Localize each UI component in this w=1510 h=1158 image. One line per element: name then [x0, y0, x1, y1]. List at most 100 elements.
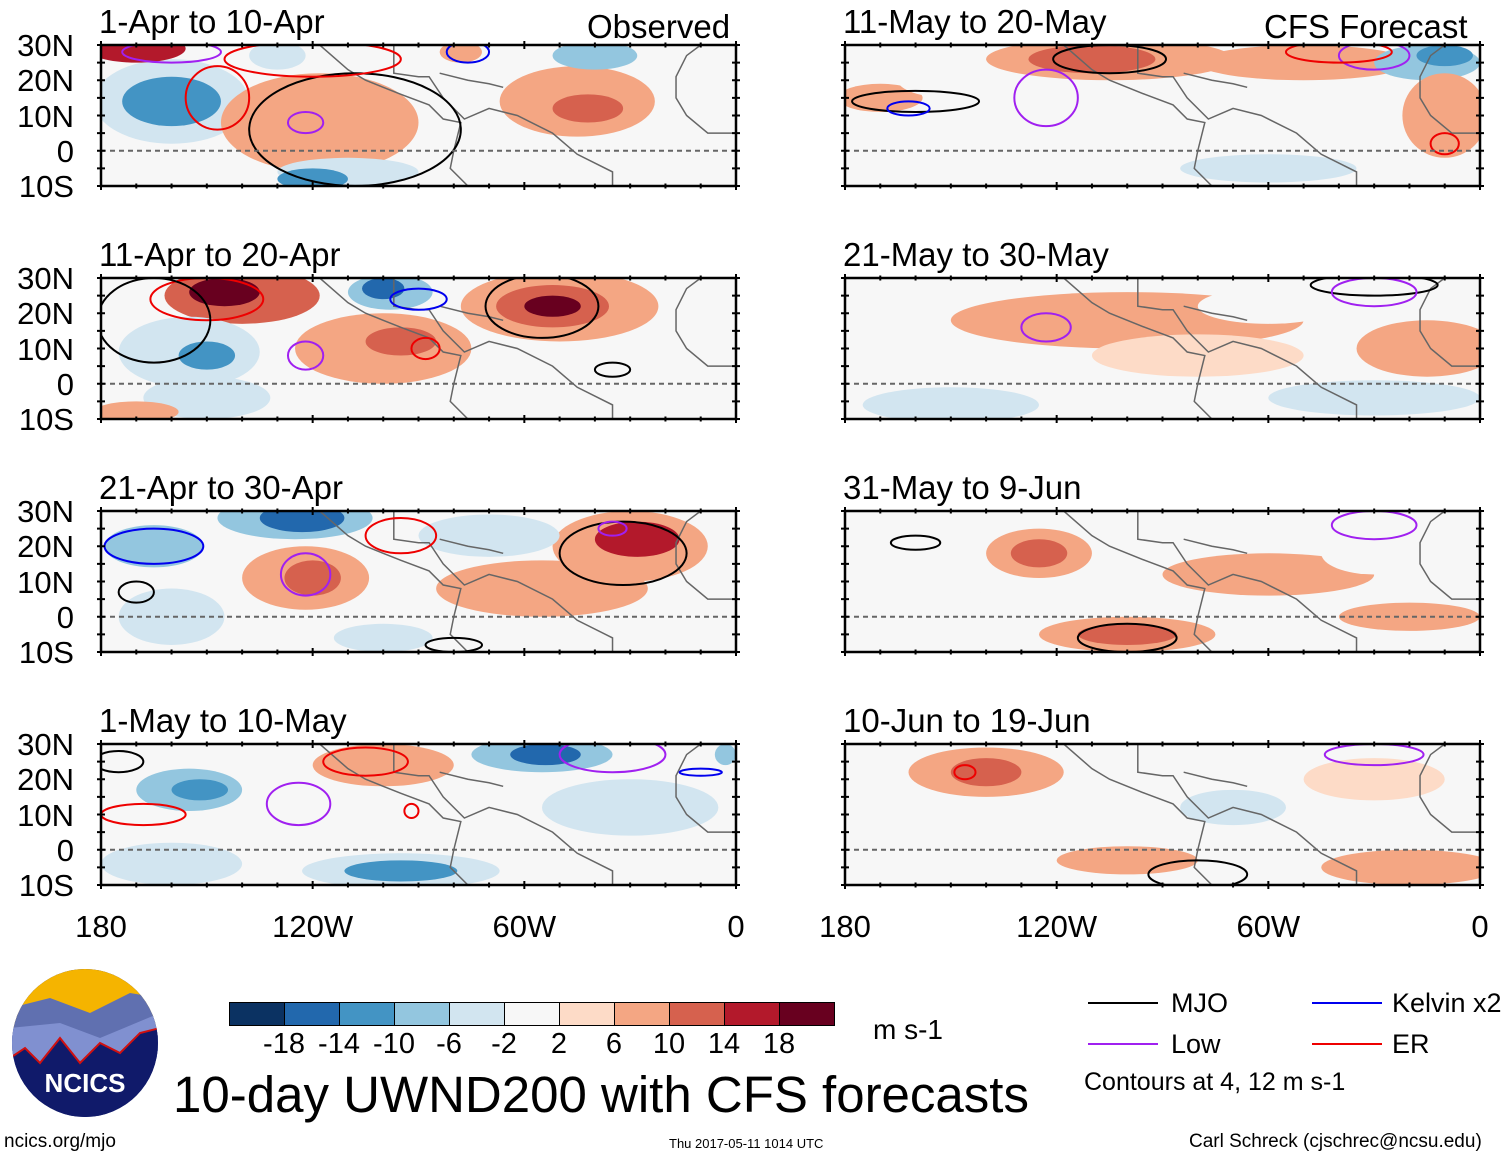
- forecast-header: CFS Forecast: [1264, 8, 1468, 45]
- anomaly-region: [950, 758, 1022, 787]
- coastline: [1137, 744, 1358, 885]
- units-label: m s-1: [873, 1014, 943, 1045]
- anomaly-region: [436, 560, 648, 617]
- anomaly-region: [249, 45, 306, 70]
- anomaly-region: [171, 779, 228, 801]
- observed-header: Observed: [587, 8, 731, 45]
- contour-mjo: [248, 72, 462, 186]
- contour-er: [1429, 132, 1460, 156]
- coastline: [1137, 511, 1358, 652]
- legend-kelvin: Kelvin x2: [1392, 988, 1502, 1018]
- ncics-logo: NCICS: [12, 969, 158, 1117]
- coastline: [439, 771, 504, 788]
- contour-note: Contours at 4, 12 m s-1: [1084, 1068, 1346, 1096]
- contour-kelvin: [678, 767, 723, 777]
- colorbar-label: -18: [263, 1028, 305, 1060]
- contour-er: [1284, 45, 1393, 64]
- colorbar-swatch: [724, 1002, 780, 1026]
- anomaly-region: [1303, 758, 1445, 801]
- y-tick-label: 0: [56, 133, 74, 169]
- coastline: [1419, 511, 1480, 600]
- x-tick-label: 0: [1471, 909, 1489, 944]
- panel-title: 21-Apr to 30-Apr: [99, 469, 343, 506]
- contour-low: [286, 340, 325, 371]
- anomaly-region: [1338, 602, 1480, 631]
- contour-er: [322, 746, 409, 777]
- legend-kelvin-line: [1312, 1002, 1382, 1004]
- contour-kelvin: [389, 287, 448, 311]
- panel-title: 10-Jun to 19-Jun: [843, 702, 1091, 739]
- colorbar-swatch: [339, 1002, 395, 1026]
- map-panel: [97, 740, 740, 889]
- colorbar-swatch: [669, 1002, 725, 1026]
- anomaly-region: [344, 860, 458, 882]
- contour-mjo: [1076, 622, 1178, 652]
- colorbar-label: 10: [652, 1028, 686, 1060]
- anomaly-region: [552, 94, 624, 123]
- contour-mjo: [558, 520, 688, 587]
- y-tick-label: 20N: [17, 63, 74, 99]
- anomaly-region: [1402, 73, 1480, 158]
- coastline: [1183, 305, 1248, 322]
- panel-title: 11-May to 20-May: [843, 3, 1107, 40]
- colorbar-label: 18: [762, 1028, 796, 1060]
- colorbar-label: 6: [605, 1028, 623, 1060]
- legend-er-line: [1312, 1043, 1382, 1045]
- contour-mjo: [1052, 45, 1168, 75]
- coastline: [1137, 278, 1358, 419]
- anomaly-region: [552, 45, 638, 70]
- contour-mjo: [1309, 278, 1439, 297]
- anomaly-region: [220, 73, 419, 172]
- map-panel: [97, 507, 740, 656]
- anomaly-region: [594, 521, 680, 557]
- anomaly-region: [104, 525, 204, 568]
- colorbar-label: -2: [491, 1028, 517, 1060]
- colorbar-label: 14: [707, 1028, 741, 1060]
- anomaly-region: [418, 514, 560, 557]
- source-url[interactable]: ncics.org/mjo: [4, 1131, 116, 1152]
- legend-er: ER: [1392, 1029, 1430, 1059]
- map-panel: [97, 274, 740, 423]
- contour-mjo: [117, 580, 155, 604]
- anomaly-region: [1162, 553, 1375, 596]
- x-tick-label: 180: [75, 909, 127, 944]
- author-credit: Carl Schreck (cjschrec@ncsu.edu): [1189, 1131, 1482, 1152]
- map-panel: [841, 41, 1484, 190]
- colorbar-swatch: [394, 1002, 450, 1026]
- map-panel: [841, 740, 1484, 889]
- anomaly-region: [333, 623, 433, 652]
- x-tick-label: 0: [727, 909, 745, 944]
- coastline: [1063, 511, 1213, 652]
- coastline: [675, 511, 736, 600]
- map-panel: [841, 507, 1484, 656]
- coastline: [675, 744, 736, 833]
- panel-title: 1-May to 10-May: [99, 702, 347, 739]
- contour-er: [403, 802, 420, 820]
- coastline: [1419, 744, 1480, 833]
- contour-low: [265, 781, 332, 827]
- contour-mjo: [101, 750, 145, 774]
- map-panel: [841, 274, 1484, 423]
- x-tick-label: 60W: [492, 909, 557, 944]
- x-tick-label: 60W: [1236, 909, 1301, 944]
- anomaly-region: [1197, 288, 1339, 324]
- anomaly-region: [189, 278, 260, 307]
- contour-mjo: [889, 534, 942, 551]
- x-tick-label: 120W: [272, 909, 354, 944]
- y-tick-label: 30N: [17, 28, 74, 63]
- anomaly-region: [284, 560, 341, 596]
- anomaly-region: [510, 744, 581, 766]
- coastline: [1183, 771, 1248, 788]
- anomaly-region: [1356, 320, 1480, 377]
- legend-low-line: [1088, 1043, 1158, 1045]
- anomaly-region: [873, 846, 958, 875]
- anomaly-region: [897, 62, 1004, 98]
- contour-er: [101, 802, 187, 827]
- coastline: [675, 45, 736, 134]
- coastline: [1183, 538, 1248, 555]
- coastline: [393, 744, 614, 885]
- colorbar-label: -6: [436, 1028, 462, 1060]
- coastline: [1183, 72, 1248, 89]
- contour-mjo: [851, 89, 981, 113]
- coastline: [1137, 45, 1358, 186]
